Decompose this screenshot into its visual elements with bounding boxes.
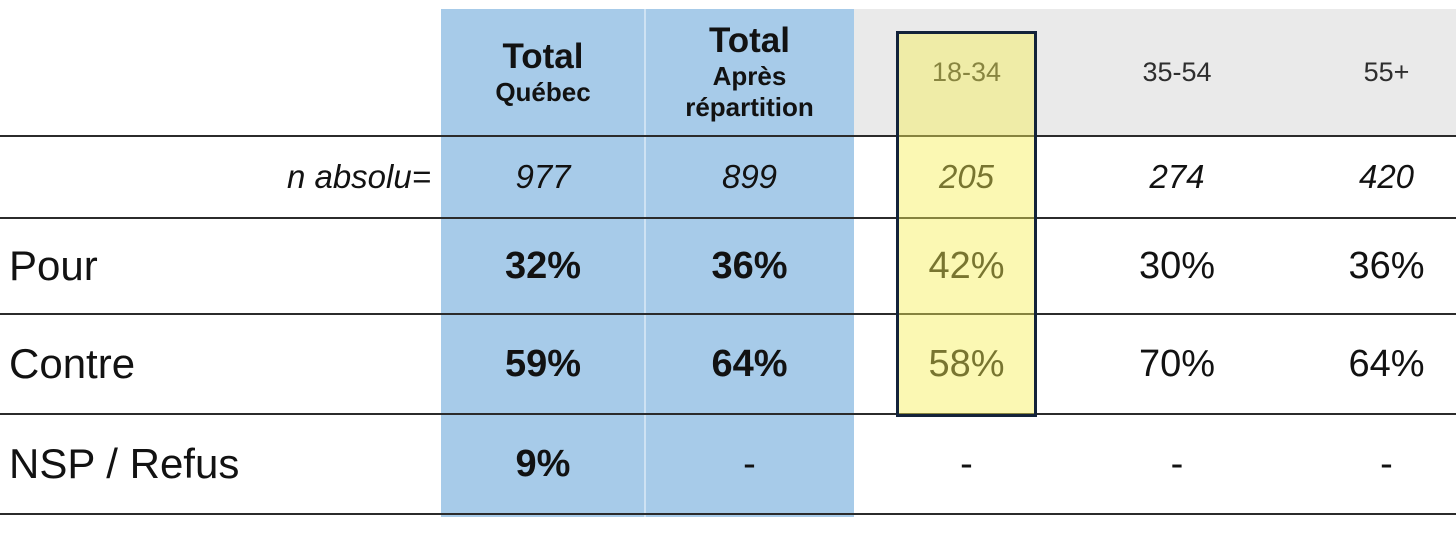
header-total-apres-line1: Après [712, 61, 787, 91]
age-header-background [854, 9, 1456, 135]
row-label-contre: Contre [9, 340, 136, 387]
total-columns-background [441, 9, 854, 517]
header-total-quebec-title: Total [502, 36, 584, 76]
cell-nsp-total-quebec: 9% [515, 442, 571, 485]
cell-contre-18-34: 58% [928, 342, 1005, 385]
cell-nabsolu-35-54: 274 [1149, 158, 1205, 195]
header-total-quebec: Total Québec [441, 9, 645, 135]
table-rule-below-contre [0, 413, 1456, 415]
header-age-35-54: 35-54 [1142, 56, 1212, 87]
cell-contre-total-apres: 64% [711, 342, 788, 385]
cell-nsp-35-54: - [1170, 442, 1184, 485]
header-total-quebec-subtitle: Québec [495, 76, 591, 107]
cell-pour-35-54: 30% [1138, 244, 1216, 287]
row-label-nsp-refus: NSP / Refus [9, 440, 240, 487]
table-rule-below-nabsolu [0, 217, 1456, 219]
cell-contre-55plus: 64% [1348, 342, 1425, 385]
table-rule-below-pour [0, 313, 1456, 315]
cell-contre-total-quebec: 59% [504, 342, 582, 385]
cell-nabsolu-18-34: 205 [938, 158, 995, 195]
header-age-55plus: 55+ [1363, 56, 1410, 87]
row-label-pour: Pour [9, 242, 98, 289]
cell-contre-35-54: 70% [1138, 342, 1216, 385]
row-label-n-absolu: n absolu= [286, 158, 431, 195]
cell-nabsolu-total-apres: 899 [721, 158, 778, 195]
cell-pour-55plus: 36% [1348, 244, 1425, 287]
table-rule-below-header [0, 135, 1456, 137]
cell-nabsolu-total-quebec: 977 [515, 158, 571, 195]
header-total-apres-line2: répartition [685, 92, 814, 122]
cell-pour-total-apres: 36% [711, 244, 788, 287]
header-total-apres-repartition: Total Après répartition [645, 9, 854, 135]
cell-nsp-55plus: - [1380, 442, 1393, 485]
cell-pour-total-quebec: 32% [504, 244, 582, 287]
header-age-18-34: 18-34 [931, 56, 1002, 87]
cell-nabsolu-55plus: 420 [1358, 158, 1415, 195]
cell-nsp-total-apres: - [743, 442, 756, 485]
total-columns-divider [644, 9, 646, 517]
header-total-apres-title: Total [708, 21, 790, 60]
cell-pour-18-34: 42% [928, 244, 1005, 287]
table-rule-bottom [0, 513, 1456, 515]
cell-nsp-18-34: - [960, 442, 973, 485]
